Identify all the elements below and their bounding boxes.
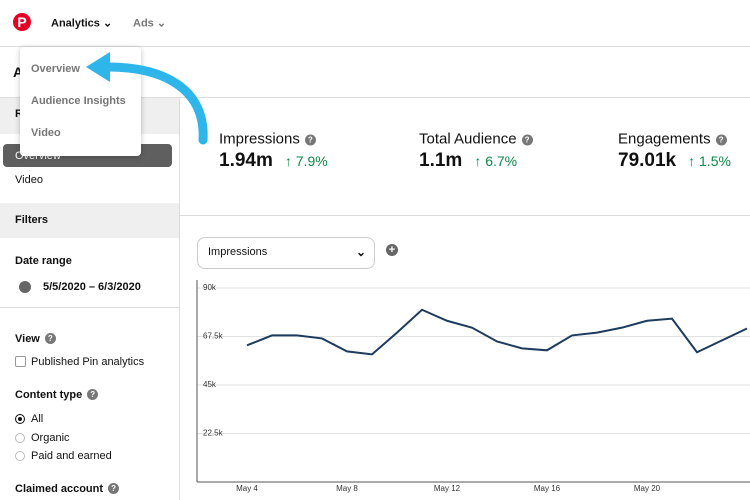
y-tick-label: 22.5k [203, 429, 224, 438]
metric-value-row: 1.94m ↑ 7.9% [219, 150, 328, 172]
filters-title: Filters [15, 214, 49, 226]
dropdown-item[interactable]: Video [31, 127, 61, 139]
change-value: 1.5% [699, 153, 731, 169]
up-arrow: ↑ [688, 153, 700, 169]
y-tick-label: 45k [203, 380, 217, 389]
radio-label[interactable]: Paid and earned [31, 450, 112, 462]
checkbox-label[interactable]: Published Pin analytics [31, 356, 145, 368]
date-range[interactable]: 5/5/2020 – 6/3/2020 [43, 281, 141, 293]
filter-label: Date range [15, 255, 72, 267]
radio-label[interactable]: Organic [31, 432, 70, 444]
change-value: 6.7% [485, 153, 518, 169]
y-tick-label: 90k [203, 283, 217, 292]
add-button[interactable]: + [386, 244, 398, 256]
y-tick-label: 67.5k [203, 332, 224, 341]
metric-value-row: 79.01k ↑ 1.5% [618, 150, 731, 172]
radio-label[interactable]: All [31, 413, 44, 425]
view-label: View [15, 333, 40, 345]
metric-selector[interactable] [197, 237, 375, 269]
page-title: A [13, 64, 24, 80]
top-bar [0, 0, 750, 47]
help-icon[interactable]: ? [715, 134, 727, 146]
arrow-shaft [99, 62, 208, 145]
selector-chevron[interactable]: ⌄ [356, 245, 367, 259]
selector-label[interactable]: Impressions [208, 246, 268, 258]
nav-item[interactable]: Ads ⌄ [133, 17, 167, 30]
clock-icon [19, 281, 31, 293]
up-arrow: ↑ [284, 153, 296, 169]
sidebar [0, 98, 180, 500]
metric-change: ↑ 7.9% [285, 153, 328, 169]
x-tick-label: May 16 [534, 484, 561, 493]
nav-item[interactable]: Analytics ⌄ [51, 17, 113, 30]
radio[interactable] [15, 414, 25, 424]
metric-value-row: 1.1m ↑ 6.7% [419, 150, 517, 172]
claimed-account-label: Claimed account [15, 483, 104, 495]
x-tick-label: May 12 [434, 484, 461, 493]
x-tick-label: May 4 [236, 484, 258, 493]
nav-label[interactable]: Ads [133, 17, 154, 30]
change-value: 7.9% [295, 153, 328, 169]
report-heading: R [15, 108, 23, 120]
metric-change: ↑ 6.7% [474, 153, 517, 169]
metric-value: 1.94m [219, 150, 273, 171]
filters-band [0, 203, 179, 238]
metric-label: Impressions? [219, 131, 316, 148]
radio[interactable] [15, 451, 25, 461]
metric-name: Total Audience [419, 130, 517, 148]
filter-label: View? [15, 333, 56, 345]
metric-name: Impressions [219, 130, 300, 148]
radio[interactable] [15, 433, 25, 443]
nav-label[interactable]: Analytics [51, 17, 100, 30]
logo[interactable]: P [13, 13, 31, 31]
metric-label: Engagements? [618, 131, 727, 148]
help-icon[interactable]: ? [304, 134, 316, 146]
divider [0, 307, 179, 308]
dropdown-item[interactable]: Overview [31, 63, 80, 75]
divider [180, 215, 750, 216]
metric-label: Total Audience? [419, 131, 533, 148]
filter-label: Content type? [15, 389, 99, 401]
up-arrow: ↑ [474, 153, 486, 169]
divider [0, 97, 750, 98]
checkbox[interactable] [15, 356, 26, 367]
line-series [246, 308, 748, 356]
help-icon[interactable]: ? [521, 134, 533, 146]
arrow-head [86, 52, 110, 82]
report-item[interactable]: Video [15, 174, 43, 186]
dropdown-item[interactable]: Audience Insights [31, 95, 126, 107]
x-tick-label: May 8 [336, 484, 358, 493]
metric-name: Engagements [618, 130, 711, 148]
metric-value: 1.1m [419, 150, 463, 171]
metric-change: ↑ 1.5% [688, 153, 731, 169]
x-tick-label: May 20 [634, 484, 661, 493]
content-type-label: Content type [15, 389, 83, 401]
metric-value: 79.01k [618, 150, 677, 171]
filter-label: Claimed account? [15, 483, 120, 495]
